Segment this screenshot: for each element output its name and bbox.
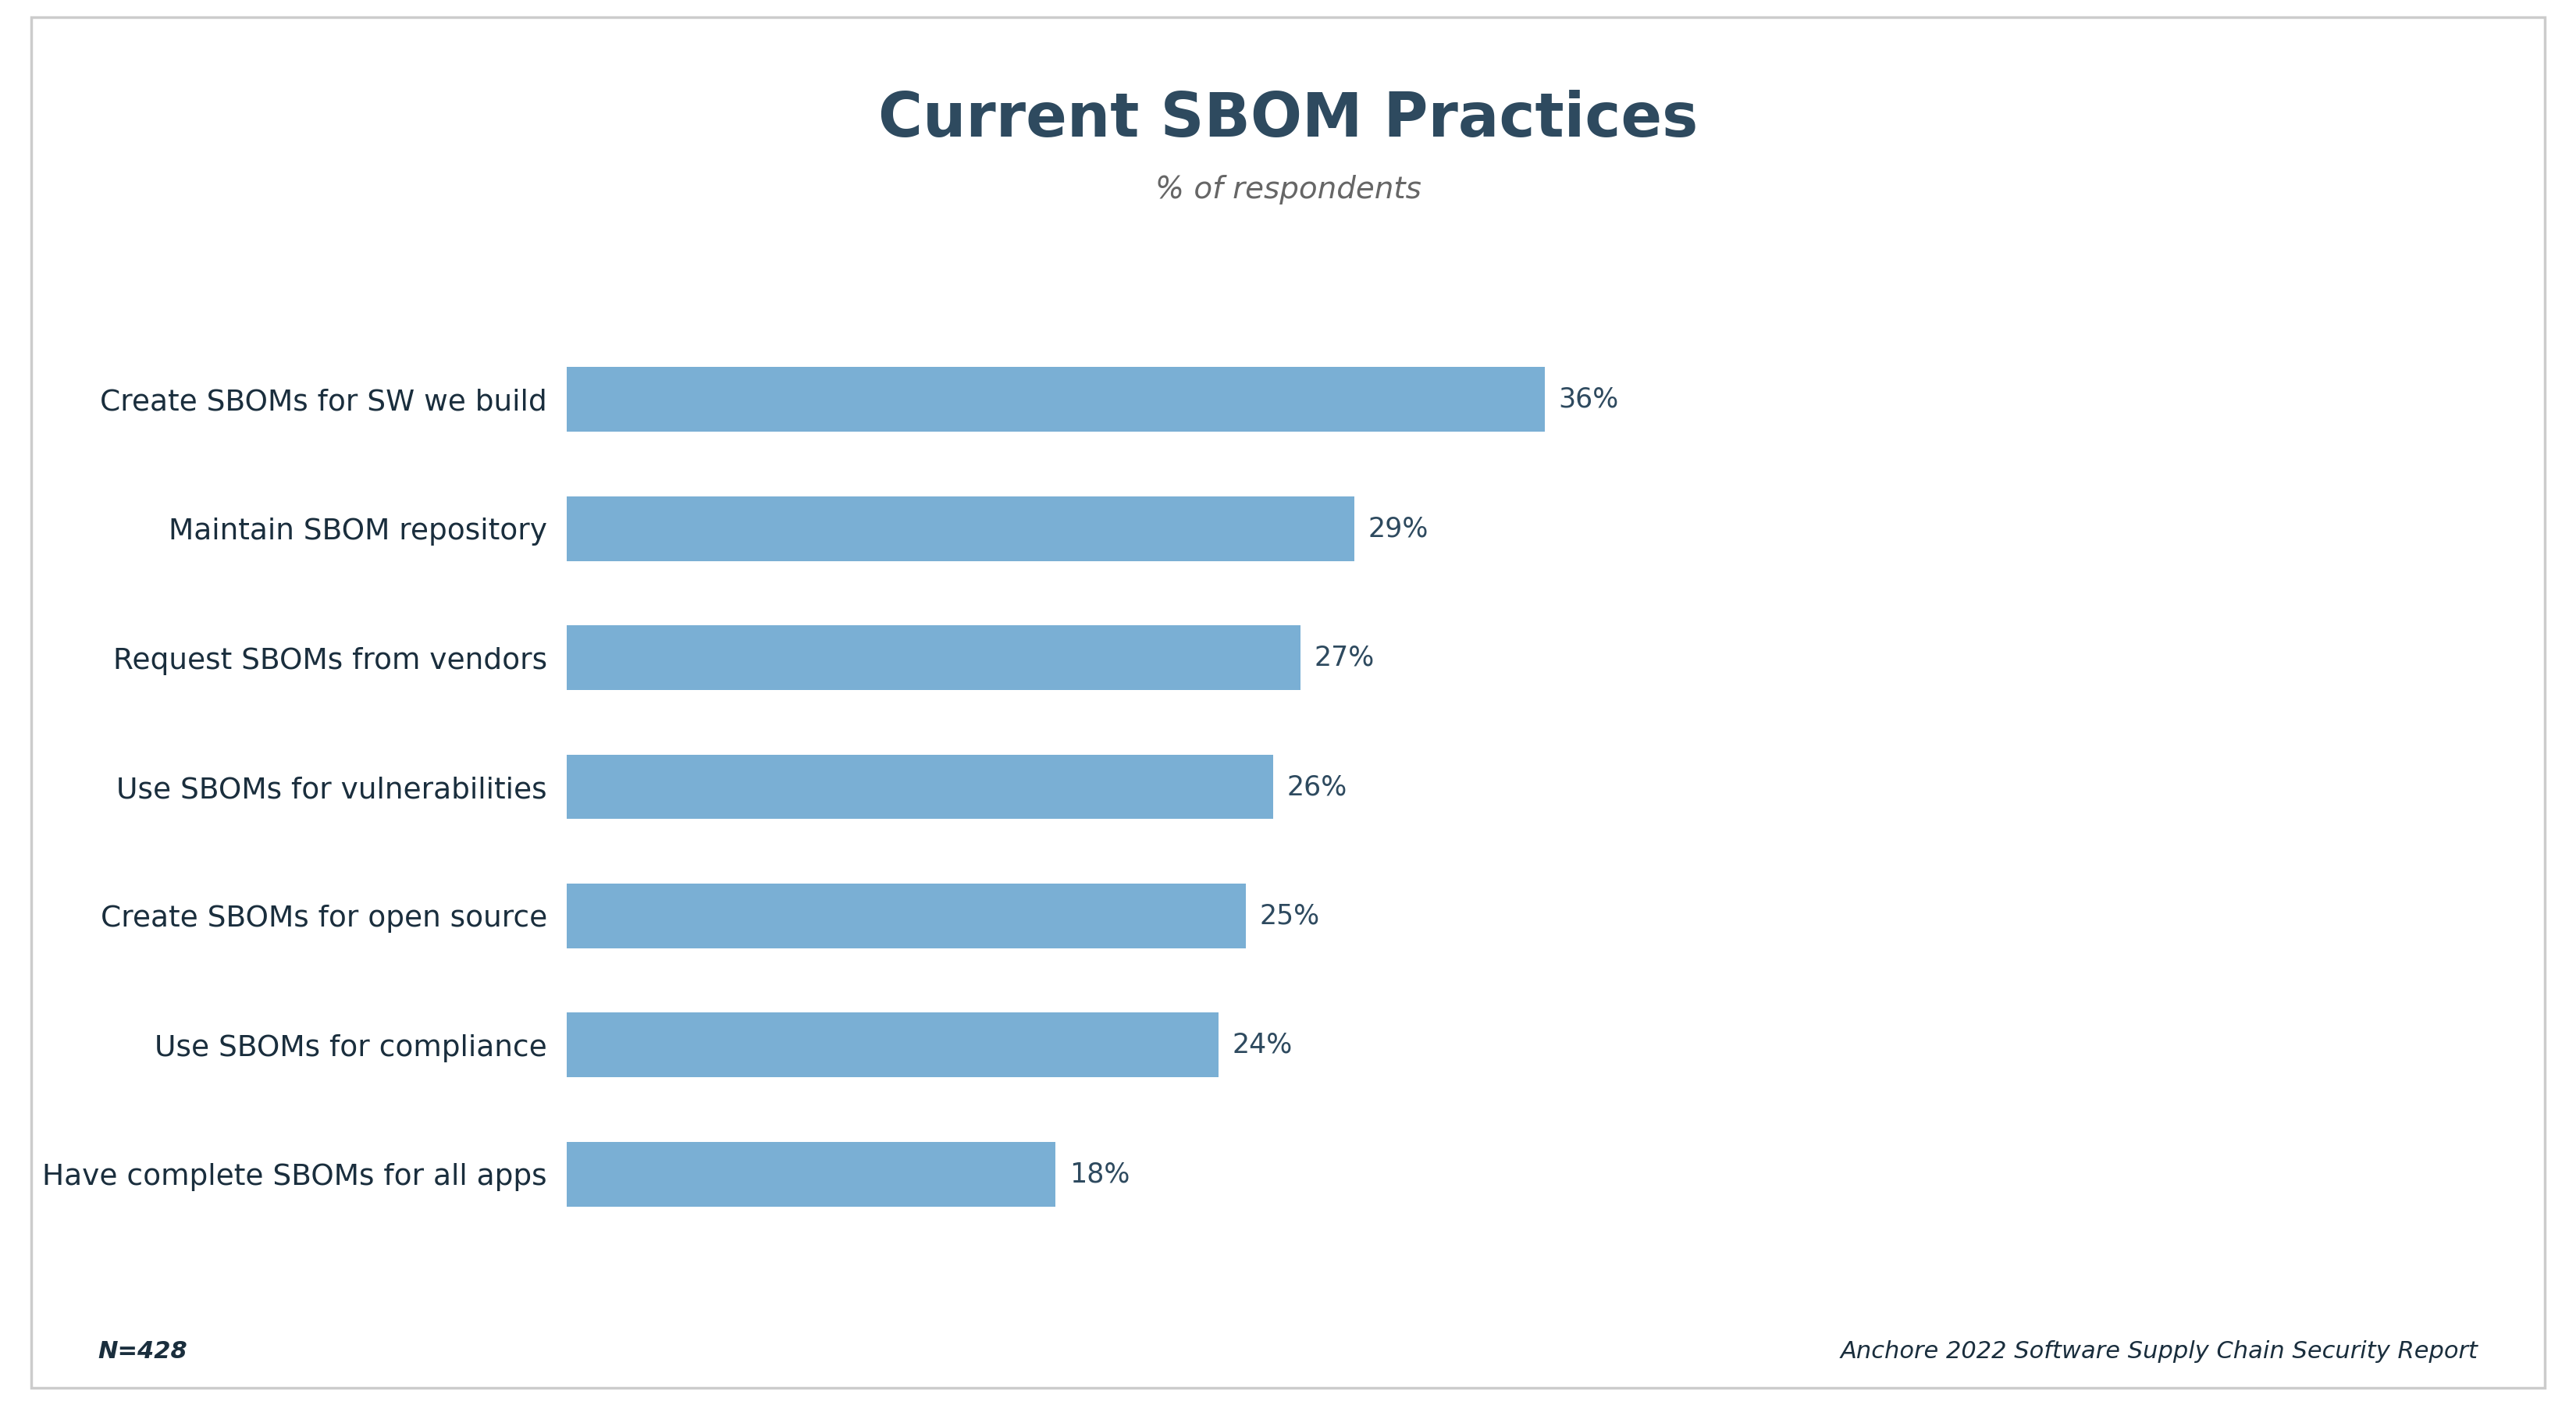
Bar (567, 625, 1301, 690)
Bar (567, 754, 1273, 819)
Text: 29%: 29% (1368, 516, 1430, 542)
Text: N=428: N=428 (98, 1340, 188, 1363)
Text: 27%: 27% (1314, 645, 1373, 672)
Bar (567, 884, 1247, 948)
Text: % of respondents: % of respondents (1154, 174, 1422, 205)
Text: 36%: 36% (1558, 386, 1618, 413)
Text: 18%: 18% (1069, 1161, 1131, 1187)
Bar (567, 1013, 1218, 1078)
Bar (567, 367, 1546, 431)
Text: 24%: 24% (1231, 1031, 1293, 1058)
Text: 25%: 25% (1260, 902, 1319, 929)
Text: 26%: 26% (1285, 774, 1347, 799)
Text: Current SBOM Practices: Current SBOM Practices (878, 90, 1698, 149)
Text: Anchore 2022 Software Supply Chain Security Report: Anchore 2022 Software Supply Chain Secur… (1839, 1340, 2478, 1363)
Bar (567, 496, 1355, 561)
Bar (567, 1142, 1056, 1207)
